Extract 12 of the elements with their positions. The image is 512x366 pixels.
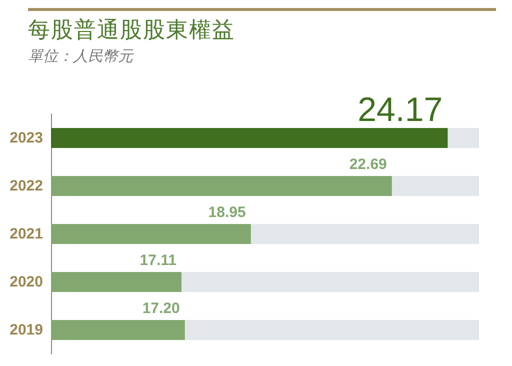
y-tick-label: 2023 <box>10 130 43 146</box>
y-tick-label: 2022 <box>10 178 43 194</box>
data-label: 17.11 <box>140 252 176 269</box>
chart-title: 每股普通股股東權益 <box>28 17 236 45</box>
y-tick-label: 2020 <box>10 274 43 290</box>
data-label: 22.69 <box>349 156 387 173</box>
chart-subtitle: 單位：人民幣元 <box>28 47 135 66</box>
data-label: 24.17 <box>358 91 443 129</box>
data-label: 17.20 <box>142 300 180 317</box>
y-tick-label: 2019 <box>10 322 43 338</box>
y-tick-label: 2021 <box>10 226 43 242</box>
data-label: 18.95 <box>208 204 246 221</box>
